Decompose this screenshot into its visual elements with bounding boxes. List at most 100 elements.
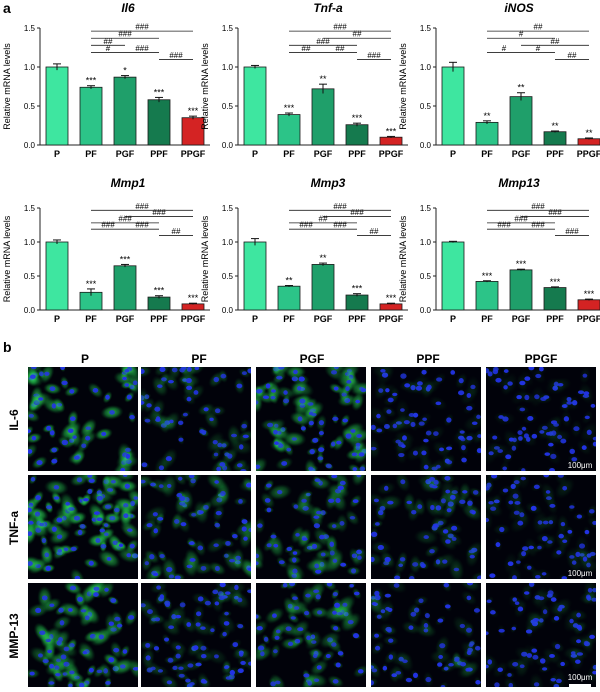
bar-chart-mmp1: Mmp1 Relative mRNA levels 0.0 0.5 1.0 1.5 P ***… <box>2 176 210 324</box>
cell-nucleus <box>371 668 378 673</box>
cell-layer <box>256 367 366 471</box>
cell-nucleus <box>590 403 596 408</box>
cell-nucleus <box>432 523 439 529</box>
cell-nucleus <box>385 388 390 393</box>
cell-nucleus <box>232 642 239 648</box>
cell-nucleus <box>486 631 489 636</box>
cell-nucleus <box>544 452 551 456</box>
cell-nucleus <box>263 636 269 642</box>
bar-pgf <box>113 265 137 311</box>
cell-nucleus <box>417 504 423 510</box>
category-label: PF <box>283 314 295 324</box>
cell-nucleus <box>150 666 156 671</box>
cell-nucleus <box>461 457 467 463</box>
cell-nucleus <box>531 433 538 439</box>
cell-nucleus <box>542 520 549 525</box>
cell-nucleus <box>125 447 131 452</box>
cell-nucleus <box>349 515 356 520</box>
cell-nucleus <box>384 556 391 563</box>
cell-nucleus <box>213 376 220 383</box>
cell-nucleus <box>213 543 219 548</box>
cell-nucleus <box>241 371 247 376</box>
cell-nucleus <box>214 480 219 484</box>
cell-nucleus <box>466 392 472 398</box>
cell-nucleus <box>189 682 195 686</box>
cell-nucleus <box>503 369 509 373</box>
cell-nucleus <box>198 510 204 515</box>
y-axis-label: Relative mRNA levels <box>2 43 12 130</box>
cell-nucleus <box>548 442 554 447</box>
cell-nucleus <box>73 455 80 460</box>
cell-nucleus <box>194 367 200 371</box>
cell-nucleus <box>84 615 90 621</box>
cell-nucleus <box>520 476 526 481</box>
cell-nucleus <box>193 645 199 651</box>
cell-nucleus <box>533 484 540 490</box>
micrograph-il-6-p <box>28 367 138 471</box>
cell-nucleus <box>229 669 235 676</box>
cell-nucleus <box>435 401 442 406</box>
category-label: PPF <box>348 314 366 324</box>
bar-p <box>441 241 465 311</box>
cell-nucleus <box>127 615 135 620</box>
cell-nucleus <box>471 510 476 515</box>
category-label: PPGF <box>379 149 404 159</box>
cell-nucleus <box>53 496 60 500</box>
bar-pf <box>277 114 301 146</box>
micrograph-il-6-pgf <box>256 367 366 471</box>
cell-nucleus <box>540 396 547 402</box>
category-label: PGF <box>116 314 135 324</box>
y-axis-label: Relative mRNA levels <box>398 43 408 130</box>
category-label: PGF <box>116 149 135 159</box>
cell-layer <box>486 475 596 579</box>
cell-nucleus <box>61 380 68 386</box>
cell-nucleus <box>175 653 181 659</box>
comparison-label: ### <box>101 221 115 230</box>
comparison-label: ## <box>551 37 560 46</box>
cell-nucleus <box>502 488 509 493</box>
cell-nucleus <box>584 415 590 420</box>
cell-nucleus <box>410 421 416 428</box>
comparison-label: ### <box>333 202 347 211</box>
cell-nucleus <box>316 665 322 670</box>
cell-nucleus <box>29 671 35 676</box>
cell-nucleus <box>119 664 126 669</box>
micrograph-il-6-pf <box>141 367 251 471</box>
cell-nucleus <box>537 596 545 601</box>
comparison-label: ## <box>302 44 311 53</box>
cell-nucleus <box>356 475 362 478</box>
cell-nucleus <box>443 583 450 588</box>
bar-pgf <box>311 264 335 311</box>
category-label: PF <box>481 314 493 324</box>
cell-nucleus <box>402 659 408 664</box>
cell-nucleus <box>360 388 366 393</box>
bar-ppgf <box>577 299 600 311</box>
cell-nucleus <box>412 450 418 456</box>
cell-nucleus <box>355 442 361 447</box>
cell-nucleus <box>527 416 534 421</box>
cell-nucleus <box>331 524 337 529</box>
cell-nucleus <box>44 371 50 376</box>
cell-nucleus <box>526 653 533 658</box>
cell-nucleus <box>82 498 89 502</box>
cell-nucleus <box>517 430 523 435</box>
significance-label: *** <box>86 76 97 86</box>
cell-nucleus <box>490 610 496 615</box>
cell-nucleus <box>399 557 406 562</box>
cell-nucleus <box>423 535 429 540</box>
cell-nucleus <box>152 512 158 517</box>
category-label: PPGF <box>379 314 404 324</box>
cell-nucleus <box>195 622 201 627</box>
cell-nucleus <box>357 669 364 674</box>
cell-nucleus <box>562 539 568 543</box>
cell-nucleus <box>433 431 439 436</box>
comparison-label: # <box>502 44 507 53</box>
comparison-label: # <box>519 30 524 39</box>
cell-nucleus <box>326 583 333 587</box>
cell-nucleus <box>122 376 127 381</box>
cell-nucleus <box>169 419 174 424</box>
cell-nucleus <box>158 465 165 471</box>
cell-nucleus <box>384 485 389 491</box>
cell-nucleus <box>156 585 162 590</box>
